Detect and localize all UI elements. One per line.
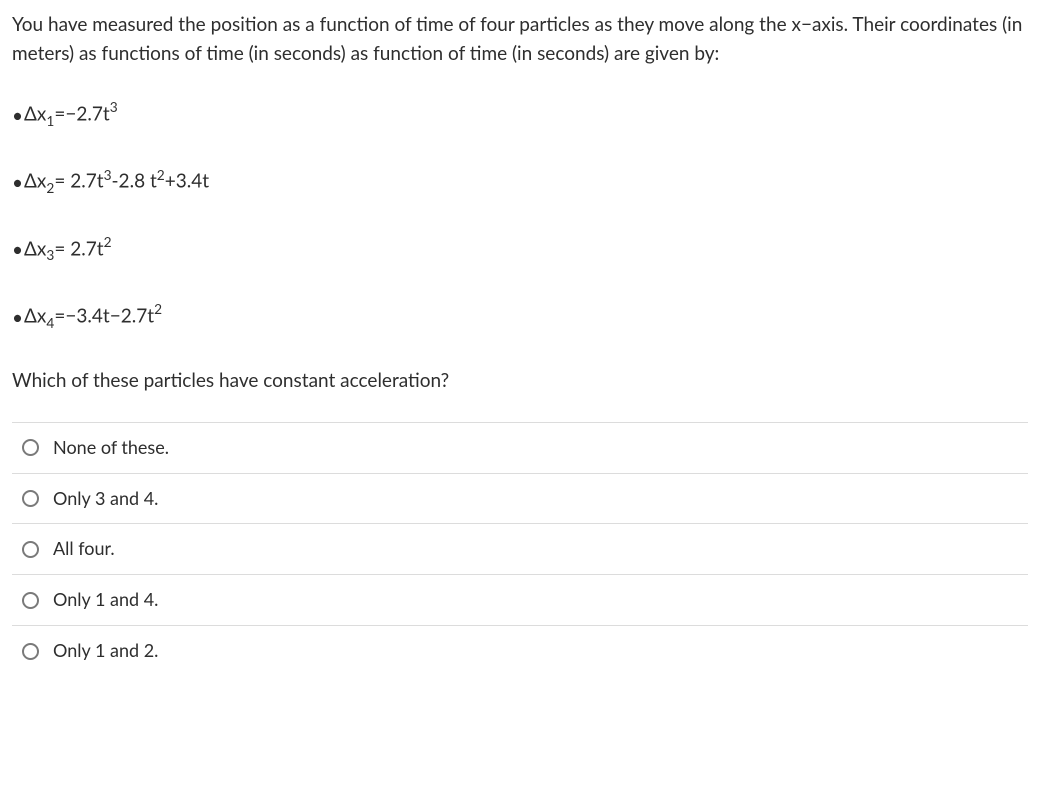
- eq-sub: 2: [46, 179, 54, 196]
- question-prompt: Which of these particles have constant a…: [12, 366, 1028, 395]
- equation-3: •Δx3= 2.7t2: [12, 232, 1028, 265]
- eq-var: Δx: [24, 237, 46, 260]
- option-label: None of these.: [53, 434, 169, 462]
- option-radio[interactable]: [22, 592, 39, 609]
- equation-1: •Δx1=−2.7t3: [12, 97, 1028, 130]
- equation-list: •Δx1=−2.7t3 •Δx2= 2.7t3-2.8 t2+3.4t •Δx3…: [12, 97, 1028, 332]
- option-label: Only 3 and 4.: [53, 485, 158, 513]
- eq-sup: 2: [157, 166, 165, 183]
- option-label: All four.: [53, 535, 115, 563]
- option-radio[interactable]: [22, 643, 39, 660]
- eq-rhs: = 2.7t: [54, 237, 103, 260]
- eq-rhs: =−2.7t: [54, 102, 109, 125]
- answer-options: None of these. Only 3 and 4. All four. O…: [12, 422, 1028, 676]
- eq-sup: 3: [104, 166, 112, 183]
- bullet-icon: •: [12, 101, 23, 130]
- eq-sub: 4: [46, 314, 54, 331]
- option-radio[interactable]: [22, 490, 39, 507]
- eq-var: Δx: [24, 102, 46, 125]
- eq-var: Δx: [24, 170, 46, 193]
- equation-2: •Δx2= 2.7t3-2.8 t2+3.4t: [12, 164, 1028, 197]
- option-label: Only 1 and 2.: [53, 637, 158, 665]
- eq-var: Δx: [24, 304, 46, 327]
- eq-sup: 3: [110, 98, 118, 115]
- eq-rhs: = 2.7t: [54, 170, 103, 193]
- option-row[interactable]: Only 1 and 2.: [12, 625, 1028, 676]
- equation-4: •Δx4=−3.4t−2.7t2: [12, 299, 1028, 332]
- eq-sub: 3: [46, 246, 54, 263]
- eq-sup: 2: [104, 233, 112, 250]
- eq-rhs: =−3.4t−2.7t: [54, 304, 154, 327]
- option-row[interactable]: None of these.: [12, 422, 1028, 473]
- eq-sub: 1: [46, 112, 54, 129]
- option-row[interactable]: Only 3 and 4.: [12, 473, 1028, 524]
- option-label: Only 1 and 4.: [53, 586, 158, 614]
- eq-rhs: -2.8 t: [112, 170, 157, 193]
- eq-sup: 2: [154, 300, 162, 317]
- eq-rhs: +3.4t: [165, 170, 209, 193]
- option-radio[interactable]: [22, 541, 39, 558]
- bullet-icon: •: [12, 303, 23, 332]
- option-row[interactable]: All four.: [12, 523, 1028, 574]
- option-radio[interactable]: [22, 439, 39, 456]
- bullet-icon: •: [12, 168, 23, 197]
- bullet-icon: •: [12, 235, 23, 264]
- question-intro: You have measured the position as a func…: [12, 10, 1028, 69]
- option-row[interactable]: Only 1 and 4.: [12, 574, 1028, 625]
